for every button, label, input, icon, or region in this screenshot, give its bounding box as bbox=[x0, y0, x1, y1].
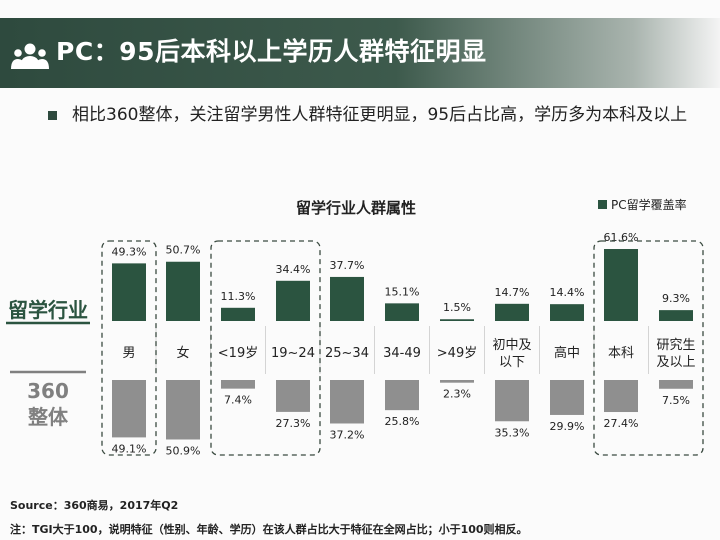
category-label: <19岁 bbox=[218, 346, 258, 361]
highlight-group-box bbox=[593, 240, 704, 456]
bullet-marker bbox=[48, 111, 57, 120]
category-label: 高中 bbox=[554, 345, 580, 361]
footnote: 注：TGI大于100，说明特征（性别、年龄、学历）在该人群占比大于特征在全网占比… bbox=[10, 523, 528, 536]
series-label-overall-line2: 整体 bbox=[27, 405, 69, 429]
category-label-line2: 及以上 bbox=[656, 355, 695, 370]
data-label-overall: 7.4% bbox=[224, 394, 252, 407]
data-label-overall: 2.3% bbox=[443, 388, 471, 401]
bar-industry bbox=[112, 263, 146, 321]
data-label-industry: 50.7% bbox=[166, 244, 201, 257]
data-label-overall: 50.9% bbox=[166, 444, 201, 457]
data-label-industry: 37.7% bbox=[330, 259, 365, 272]
bar-industry bbox=[550, 304, 584, 321]
bar-industry bbox=[276, 280, 310, 321]
category-label: 19~24 bbox=[271, 346, 315, 361]
data-label-industry: 14.7% bbox=[495, 286, 530, 299]
data-label-industry: 34.4% bbox=[276, 263, 311, 276]
bar-industry bbox=[495, 303, 529, 321]
data-label-overall: 29.9% bbox=[550, 420, 585, 433]
highlight-group-box bbox=[101, 240, 157, 456]
people-icon bbox=[11, 43, 49, 69]
bar-industry bbox=[659, 310, 693, 321]
highlight-group-box bbox=[210, 240, 321, 456]
data-label-overall: 7.5% bbox=[662, 394, 690, 407]
bar-overall bbox=[495, 380, 529, 422]
category-label: 研究生 bbox=[656, 338, 695, 353]
series-label-industry: 留学行业 bbox=[8, 298, 88, 322]
bar-overall bbox=[166, 380, 200, 440]
bar-industry bbox=[330, 276, 364, 321]
bar-overall bbox=[112, 380, 146, 438]
category-label: 25~34 bbox=[325, 346, 369, 361]
bar-overall bbox=[440, 380, 474, 383]
data-label-industry: 11.3% bbox=[221, 290, 256, 303]
chart-title: 留学行业人群属性 bbox=[296, 199, 416, 217]
data-label-industry: 9.3% bbox=[662, 292, 690, 305]
bar-overall bbox=[330, 380, 364, 424]
series-label-overall: 360 bbox=[27, 379, 69, 403]
bar-industry bbox=[166, 261, 200, 321]
data-label-industry: 15.1% bbox=[385, 285, 420, 298]
bar-industry bbox=[221, 307, 255, 321]
category-label: 初中及 bbox=[492, 338, 531, 353]
source-note: Source：360商易，2017年Q2 bbox=[10, 499, 179, 512]
data-label-industry: 14.4% bbox=[550, 286, 585, 299]
data-label-overall: 37.2% bbox=[330, 428, 365, 441]
bar-overall bbox=[659, 380, 693, 389]
bar-overall bbox=[550, 380, 584, 415]
header-bar: PC：95后本科以上学历人群特征明显 bbox=[0, 18, 720, 88]
category-label: 本科 bbox=[608, 346, 634, 361]
category-label: 女 bbox=[176, 345, 189, 361]
data-label-overall: 27.4% bbox=[604, 417, 639, 430]
data-label-industry: 1.5% bbox=[443, 301, 471, 314]
bar-overall bbox=[276, 380, 310, 412]
data-label-overall: 49.1% bbox=[112, 442, 147, 455]
data-label-industry: 49.3% bbox=[112, 245, 147, 258]
bar-overall bbox=[385, 380, 419, 411]
legend-swatch bbox=[598, 200, 607, 209]
bar-overall bbox=[604, 380, 638, 413]
data-label-industry: 61.6% bbox=[604, 231, 639, 244]
category-label-line2: 以下 bbox=[499, 355, 525, 370]
category-label: 34-49 bbox=[383, 346, 421, 361]
data-label-overall: 25.8% bbox=[385, 415, 420, 428]
bar-industry bbox=[385, 303, 419, 321]
legend-label: PC留学覆盖率 bbox=[611, 197, 687, 212]
data-label-overall: 27.3% bbox=[276, 417, 311, 430]
category-label: >49岁 bbox=[437, 346, 477, 361]
bar-industry bbox=[440, 319, 474, 321]
page-title: PC：95后本科以上学历人群特征明显 bbox=[56, 37, 487, 66]
bullet-text: 相比360整体，关注留学男性人群特征更明显，95后占比高，学历多为本科及以上 bbox=[72, 105, 688, 125]
bar-industry bbox=[604, 249, 638, 321]
category-label: 男 bbox=[122, 346, 135, 361]
bar-overall bbox=[221, 380, 255, 389]
data-label-overall: 35.3% bbox=[495, 426, 530, 439]
